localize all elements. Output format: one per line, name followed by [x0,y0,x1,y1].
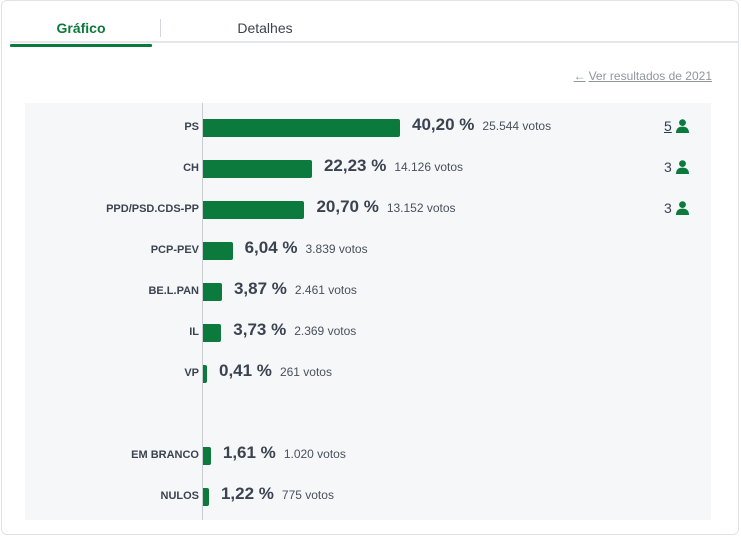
percentage-label: 6,04 % [244,238,298,257]
percentage-label: 0,41 % [219,361,272,380]
party-label: NULOS [160,490,200,502]
result-bar [203,283,222,301]
result-values: 20,70 % 13.152 votos [316,197,455,217]
seats-count: 3 [664,159,689,175]
party-label: PCP-PEV [150,244,199,256]
seats-number[interactable]: 5 [664,118,672,134]
votes-label: 1.020 votos [283,447,346,461]
party-label: IL [189,326,199,338]
party-label: BE.L.PAN [148,285,199,297]
party-label: VP [184,367,199,379]
votes-label: 2.369 votos [294,324,357,338]
result-bar [203,160,312,178]
percentage-label: 3,87 % [233,279,287,298]
tab-grafico[interactable]: Gráfico [10,12,152,47]
tab-grafico-label: Gráfico [56,20,106,36]
percentage-label: 1,22 % [220,484,274,503]
result-row: VP 0,41 % 261 votos [25,359,711,389]
percentage-label: 1,61 % [222,443,276,462]
result-row: PPD/PSD.CDS-PP 20,70 % 13.152 votos 3 [25,195,711,225]
result-bar [203,488,209,506]
tab-bar: Gráfico Detalhes [10,12,738,47]
result-bar [203,119,400,137]
active-tab-indicator [10,44,152,47]
result-values: 22,23 % 14.126 votos [324,156,463,176]
party-label: PPD/PSD.CDS-PP [106,203,199,215]
tabs-divider [10,41,738,43]
seats-number: 3 [664,200,672,216]
votes-label: 25.544 votos [482,119,552,133]
result-row: IL 3,73 % 2.369 votos [25,318,711,348]
votes-label: 2.461 votos [294,283,357,297]
seats-count: 3 [664,200,689,216]
party-label: CH [183,162,199,174]
person-icon [675,160,689,174]
arrow-left-icon: ← [573,69,586,83]
result-values: 40,20 % 25.544 votos [412,115,551,135]
result-row: CH 22,23 % 14.126 votos 3 [25,154,711,184]
person-icon [675,119,689,133]
result-values: 3,87 % 2.461 votos [234,279,357,299]
votes-label: 775 votos [281,488,334,502]
party-label: EM BRANCO [131,449,199,461]
votes-label: 14.126 votos [394,160,464,174]
votes-label: 261 votos [279,365,332,379]
votes-label: 3.839 votos [305,242,368,256]
party-label: PS [184,121,199,133]
result-bar [203,447,211,465]
chart-axis-line [202,103,203,520]
tab-separator [160,19,161,37]
seats-number: 3 [664,159,672,175]
seats-count[interactable]: 5 [664,118,689,134]
result-row: EM BRANCO 1,61 % 1.020 votos [25,441,711,471]
result-values: 3,73 % 2.369 votos [233,320,356,340]
result-row: PCP-PEV 6,04 % 3.839 votos [25,236,711,266]
previous-results-link[interactable]: ← Ver resultados de 2021 [574,69,712,83]
percentage-label: 20,70 % [316,197,379,216]
result-bar [203,365,207,383]
tab-detalhes[interactable]: Detalhes [185,12,345,44]
result-row: PS 40,20 % 25.544 votos 5 [25,113,711,143]
chart-panel [25,103,711,520]
result-values: 1,22 % 775 votos [221,484,334,504]
result-values: 6,04 % 3.839 votos [245,238,368,258]
percentage-label: 3,73 % [233,320,287,339]
percentage-label: 40,20 % [412,115,475,134]
person-icon [675,201,689,215]
result-row: NULOS 1,22 % 775 votos [25,482,711,512]
percentage-label: 22,23 % [323,156,387,175]
result-values: 1,61 % 1.020 votos [223,443,346,463]
result-bar [203,324,222,342]
votes-label: 13.152 votos [386,201,456,215]
result-bar [203,242,233,260]
previous-results-label: Ver resultados de 2021 [588,69,712,83]
result-row: BE.L.PAN 3,87 % 2.461 votos [25,277,711,307]
tab-detalhes-label: Detalhes [237,20,293,36]
result-bar [203,201,305,219]
result-values: 0,41 % 261 votos [219,361,332,381]
